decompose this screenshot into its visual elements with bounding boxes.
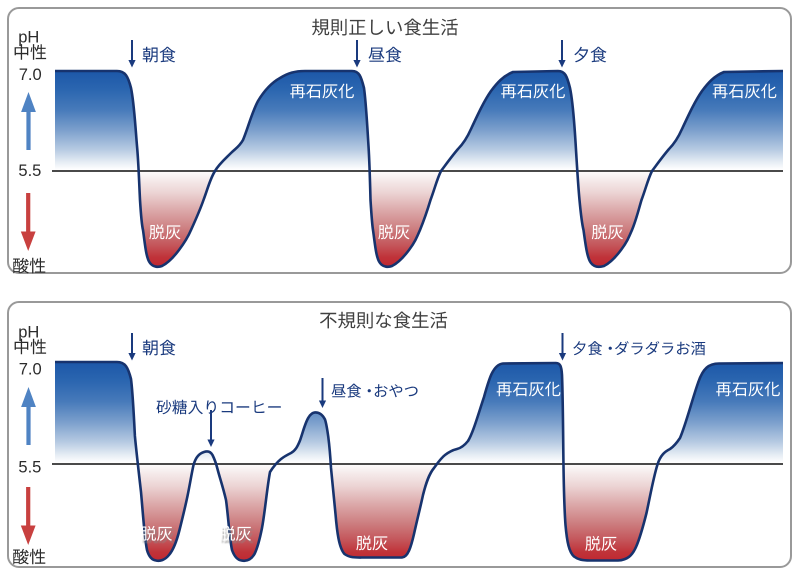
- svg-text:pH: pH: [18, 29, 39, 47]
- svg-text:7.0: 7.0: [19, 65, 42, 84]
- svg-text:pH: pH: [18, 323, 39, 341]
- svg-text:7.0: 7.0: [19, 360, 42, 379]
- svg-text:5.5: 5.5: [18, 458, 41, 477]
- svg-text:5.5: 5.5: [18, 161, 41, 180]
